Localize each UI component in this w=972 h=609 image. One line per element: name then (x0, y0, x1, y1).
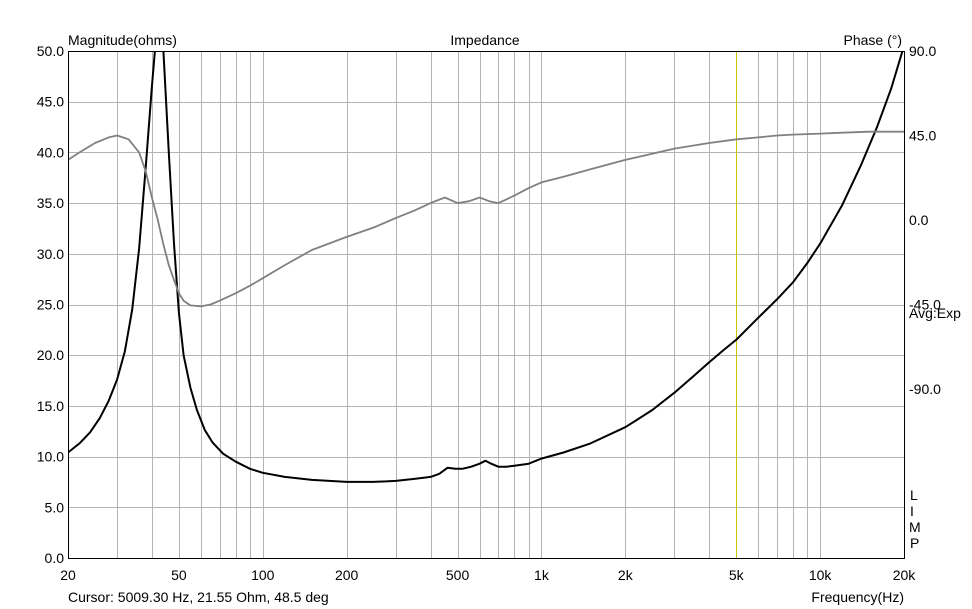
phase-tick-label: -45.0 (909, 297, 941, 313)
magnitude-tick-labels: 0.0 5.0 10.0 15.0 20.0 25.0 30.0 35.0 40.0 45.0 50… (37, 43, 64, 566)
frequency-tick-label: 200 (335, 567, 359, 583)
plot-frame (68, 51, 905, 559)
phase-axis-label: Phase (°) (843, 32, 902, 48)
frequency-tick-label: 20 (60, 567, 76, 583)
avg-label: Avg:Exp (909, 305, 961, 321)
magnitude-tick-label: 45.0 (37, 94, 64, 110)
limp-letter-m: M (909, 519, 921, 535)
magnitude-tick-label: 5.0 (45, 499, 65, 515)
frequency-axis-label: Frequency(Hz) (811, 589, 904, 605)
phase-tick-labels: 90.0 45.0 0.0 -45.0 -90.0 (909, 43, 941, 397)
magnitude-tick-label: 25.0 (37, 297, 64, 313)
magnitude-tick-label: 40.0 (37, 144, 64, 160)
frequency-tick-label: 10k (809, 567, 833, 583)
magnitude-tick-label: 50.0 (37, 43, 64, 59)
frequency-tick-label: 100 (251, 567, 275, 583)
phase-tick-label: -90.0 (909, 381, 941, 397)
limp-letter-l: L (910, 487, 918, 503)
magnitude-tick-label: 15.0 (37, 398, 64, 414)
phase-tick-label: 0.0 (909, 212, 929, 228)
chart-title: Impedance (450, 32, 519, 48)
phase-tick-label: 90.0 (909, 43, 936, 59)
magnitude-tick-label: 20.0 (37, 347, 64, 363)
magnitude-tick-label: 0.0 (45, 550, 65, 566)
frequency-tick-label: 20k (893, 567, 917, 583)
cursor-readout: Cursor: 5009.30 Hz, 21.55 Ohm, 48.5 deg (68, 589, 329, 605)
magnitude-curve (68, 51, 904, 483)
magnitude-axis-label: Magnitude(ohms) (68, 32, 177, 48)
limp-letter-i: I (910, 503, 914, 519)
phase-curve (68, 130, 904, 308)
magnitude-tick-label: 30.0 (37, 246, 64, 262)
limp-label: L I M P (909, 487, 921, 551)
series-group (68, 51, 904, 483)
phase-tick-label: 45.0 (909, 128, 936, 144)
frequency-tick-label: 50 (171, 567, 187, 583)
magnitude-tick-label: 10.0 (37, 449, 64, 465)
frequency-tick-label: 1k (534, 567, 550, 583)
frequency-tick-label: 5k (729, 567, 745, 583)
frequency-tick-labels: 20 50 100 200 500 1k 2k 5k 10k 20k (60, 567, 916, 583)
grid (68, 51, 904, 558)
frequency-tick-label: 2k (618, 567, 634, 583)
magnitude-tick-label: 35.0 (37, 195, 64, 211)
limp-letter-p: P (910, 535, 919, 551)
frequency-tick-label: 500 (446, 567, 470, 583)
